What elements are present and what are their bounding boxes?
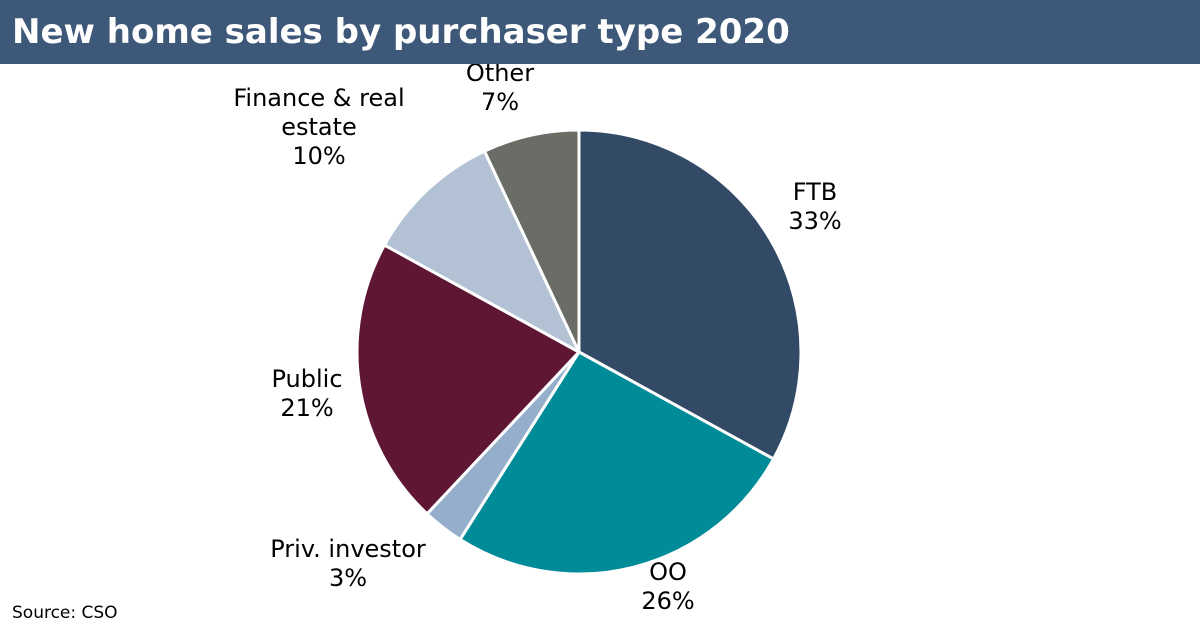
- pie-chart: FTB 33% OO 26% Priv. investor 3% Public 21% Fina…: [233, 64, 841, 615]
- pie-label-value: 10%: [292, 142, 345, 170]
- pie-label-name: Priv. investor: [270, 535, 426, 563]
- pie-slice-1: [458, 350, 776, 576]
- pie-label-5: Other 7%: [466, 64, 534, 116]
- pie-label-value: 33%: [788, 207, 841, 235]
- pie-labels: FTB 33% OO 26% Priv. investor 3% Public 21% Fina…: [233, 64, 841, 615]
- source-note: Source: CSO: [12, 603, 118, 623]
- pie-label-name: estate: [281, 113, 357, 141]
- pie-label-name: OO: [649, 558, 687, 586]
- pie-label-2: Priv. investor 3%: [270, 535, 426, 592]
- pie-label-3: Public 21%: [271, 365, 342, 422]
- pie-label-value: 26%: [641, 587, 694, 615]
- pie-slice-0: [577, 128, 803, 461]
- pie-slice-4: [382, 149, 581, 354]
- pie-label-0: FTB 33%: [788, 178, 841, 235]
- pie-label-value: 21%: [280, 394, 333, 422]
- pie-label-value: 3%: [329, 564, 367, 592]
- pie-label-1: OO 26%: [641, 558, 694, 615]
- pie-label-name: Public: [271, 365, 342, 393]
- pie-label-name: FTB: [793, 178, 838, 206]
- pie-slice-5: [482, 128, 581, 354]
- pie-slice-3: [355, 243, 581, 516]
- chart-area: FTB 33% OO 26% Priv. investor 3% Public 21% Fina…: [0, 64, 1200, 628]
- pie-label-name: Other: [466, 64, 534, 87]
- title-bar: New home sales by purchaser type 2020: [0, 0, 1200, 64]
- pie-label-4: Finance & real estate 10%: [233, 84, 404, 170]
- pie-slices: [355, 128, 803, 576]
- pie-label-name: Finance & real: [233, 84, 404, 112]
- chart-title: New home sales by purchaser type 2020: [12, 12, 790, 52]
- pie-label-value: 7%: [481, 88, 519, 116]
